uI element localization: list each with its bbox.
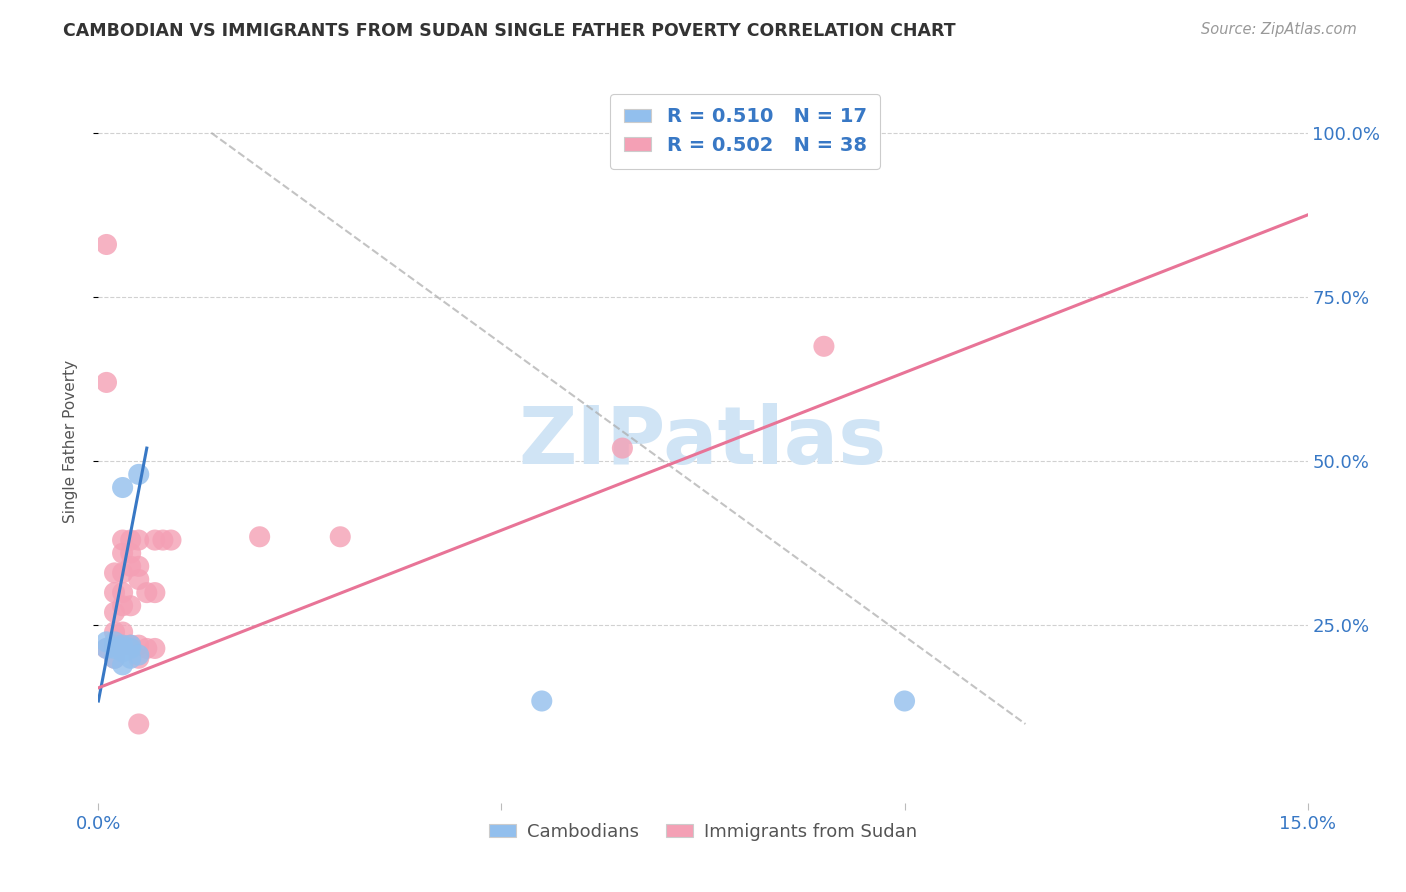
Text: Source: ZipAtlas.com: Source: ZipAtlas.com [1201, 22, 1357, 37]
Point [120, 559, 142, 574]
Point [128, 559, 150, 574]
Point [111, 645, 134, 659]
Point [103, 625, 125, 640]
Point [96, 635, 118, 649]
Point [120, 641, 142, 656]
Point [111, 566, 134, 580]
Point [103, 605, 125, 619]
Point [111, 638, 134, 652]
Legend: Cambodians, Immigrants from Sudan: Cambodians, Immigrants from Sudan [482, 815, 924, 848]
Point [329, 530, 352, 544]
Point [143, 533, 166, 547]
Point [96, 641, 118, 656]
Point [111, 533, 134, 547]
Point [111, 585, 134, 599]
Point [128, 533, 150, 547]
Point [143, 641, 166, 656]
Point [128, 717, 150, 731]
Point [103, 566, 125, 580]
Point [111, 625, 134, 640]
Point [103, 651, 125, 665]
Text: ZIPatlas: ZIPatlas [519, 402, 887, 481]
Point [160, 533, 183, 547]
Point [128, 467, 150, 482]
Point [893, 694, 915, 708]
Text: CAMBODIAN VS IMMIGRANTS FROM SUDAN SINGLE FATHER POVERTY CORRELATION CHART: CAMBODIAN VS IMMIGRANTS FROM SUDAN SINGL… [63, 22, 956, 40]
Point [120, 546, 142, 560]
Point [111, 481, 134, 495]
Point [143, 585, 166, 599]
Point [120, 638, 142, 652]
Point [103, 635, 125, 649]
Point [120, 638, 142, 652]
Point [103, 585, 125, 599]
Point [120, 651, 142, 665]
Point [128, 573, 150, 587]
Point [612, 441, 634, 455]
Point [111, 657, 134, 672]
Point [135, 641, 157, 656]
Point [152, 533, 174, 547]
Point [96, 376, 118, 390]
Point [530, 694, 553, 708]
Point [96, 641, 118, 656]
Point [103, 651, 125, 665]
Point [128, 648, 150, 662]
Point [249, 530, 271, 544]
Point [120, 599, 142, 613]
Point [103, 641, 125, 656]
Point [120, 533, 142, 547]
Point [111, 599, 134, 613]
Point [111, 546, 134, 560]
Point [111, 641, 134, 656]
Y-axis label: Single Father Poverty: Single Father Poverty [63, 360, 77, 523]
Point [135, 585, 157, 599]
Point [813, 339, 835, 353]
Point [111, 638, 134, 652]
Point [128, 638, 150, 652]
Point [103, 638, 125, 652]
Point [128, 651, 150, 665]
Point [96, 237, 118, 252]
